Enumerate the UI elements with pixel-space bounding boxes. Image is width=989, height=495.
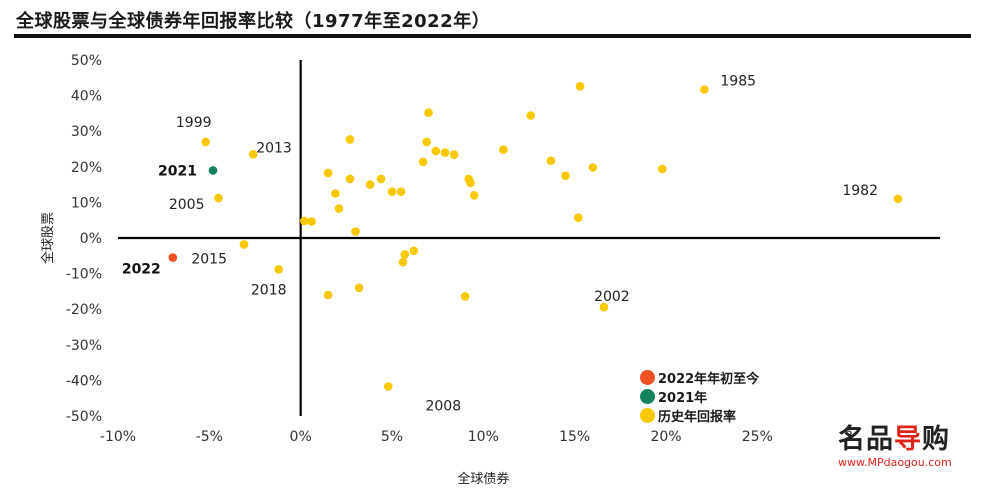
legend-item: 2022年年初至今 (640, 368, 760, 387)
y-tick-label: -20% (66, 302, 102, 318)
historical-point (384, 382, 393, 391)
title-divider (14, 34, 971, 38)
historical-point (354, 283, 364, 293)
y-tick-label: -10% (66, 267, 102, 283)
historical-point (345, 174, 355, 184)
chart-title: 全球股票与全球债券年回报率比较（1977年至2022年） (16, 11, 491, 32)
historical-point (331, 189, 340, 198)
point-annotation: 2022 (122, 262, 161, 278)
point-annotation: 2005 (169, 197, 205, 213)
legend-marker (640, 369, 655, 385)
historical-point (365, 180, 375, 189)
historical-point (658, 164, 667, 174)
legend-marker (640, 407, 655, 423)
historical-point (334, 204, 344, 213)
y-tick-label: 30% (71, 124, 102, 140)
historical-point (201, 137, 210, 147)
watermark-logo-text: 名品导购 (838, 424, 950, 455)
point-annotation: 2021 (158, 163, 197, 179)
y-tick-label: 0% (80, 231, 102, 247)
x-tick-label: -5% (196, 429, 223, 445)
historical-point (599, 302, 609, 312)
y-tick-label: -40% (66, 373, 102, 389)
historical-point (239, 240, 249, 249)
point-2021 (208, 166, 218, 175)
historical-point (248, 150, 258, 159)
point-annotation: 2018 (251, 282, 287, 298)
legend-label: 2022年年初至今 (658, 371, 760, 387)
historical-point (893, 194, 903, 204)
historical-point (323, 290, 333, 300)
x-tick-label: 0% (290, 429, 312, 445)
historical-point (575, 82, 585, 91)
point-annotation: 2002 (594, 289, 630, 305)
historical-point (307, 217, 316, 226)
historical-point (574, 213, 583, 222)
x-tick-label: 5% (381, 429, 403, 445)
x-tick-label: 25% (742, 429, 773, 445)
legend-label: 2021年 (658, 390, 708, 406)
historical-point (588, 163, 598, 172)
historical-point (546, 156, 556, 165)
historical-point (469, 191, 479, 200)
point-annotation: 2015 (191, 251, 227, 267)
historical-point (440, 148, 450, 157)
historical-point (700, 85, 709, 94)
x-tick-label: -10% (100, 429, 136, 445)
point-annotation: 1999 (176, 115, 212, 131)
x-axis-title: 全球债券 (457, 471, 509, 487)
historical-point (431, 146, 441, 156)
historical-point (561, 171, 570, 180)
historical-point (323, 168, 333, 178)
point-annotation: 1982 (842, 183, 878, 199)
historical-point (398, 257, 408, 267)
x-tick-label: 20% (650, 429, 681, 445)
y-tick-label: -50% (66, 409, 102, 425)
chart-legend: 2022年年初至今 2021年历史年回报率 (640, 368, 759, 425)
historical-point (400, 250, 410, 259)
historical-point (460, 292, 470, 301)
watermark-url: www.MPdaogou.com (838, 456, 952, 469)
y-axis-title: 全球股票 (40, 212, 56, 264)
historical-point (345, 135, 355, 144)
historical-point (274, 265, 284, 274)
legend-item: 2021年 (640, 387, 759, 406)
historical-point (526, 111, 536, 120)
historical-point (418, 157, 428, 167)
point-annotation: 2008 (425, 399, 461, 415)
historical-point (387, 187, 397, 196)
x-tick-label: 10% (468, 429, 499, 445)
historical-point (351, 227, 360, 236)
historical-point (466, 178, 475, 188)
historical-point (396, 187, 406, 196)
y-tick-label: 40% (71, 89, 102, 105)
historical-point (409, 246, 419, 256)
historical-point (376, 174, 386, 184)
y-tick-label: -30% (66, 338, 102, 354)
point-2022 (168, 253, 178, 262)
historical-point (214, 193, 223, 203)
y-tick-label: 20% (71, 160, 102, 176)
historical-point (424, 108, 433, 117)
historical-point (300, 216, 309, 226)
point-annotation: 2013 (256, 140, 292, 156)
y-tick-label: 10% (71, 195, 102, 211)
x-tick-label: 3 (844, 429, 853, 445)
y-tick-label: 50% (71, 53, 102, 69)
watermark-logo: 名品导购 www.MPdaogou.com (838, 424, 970, 472)
historical-point (499, 145, 508, 154)
legend-item: 历史年回报率 (640, 406, 759, 425)
point-annotation: 1985 (720, 74, 756, 90)
x-tick-label: 15% (559, 429, 590, 445)
legend-marker (640, 388, 655, 404)
historical-point (422, 137, 432, 147)
legend-label: 历史年回报率 (658, 409, 737, 425)
historical-point (449, 150, 459, 159)
